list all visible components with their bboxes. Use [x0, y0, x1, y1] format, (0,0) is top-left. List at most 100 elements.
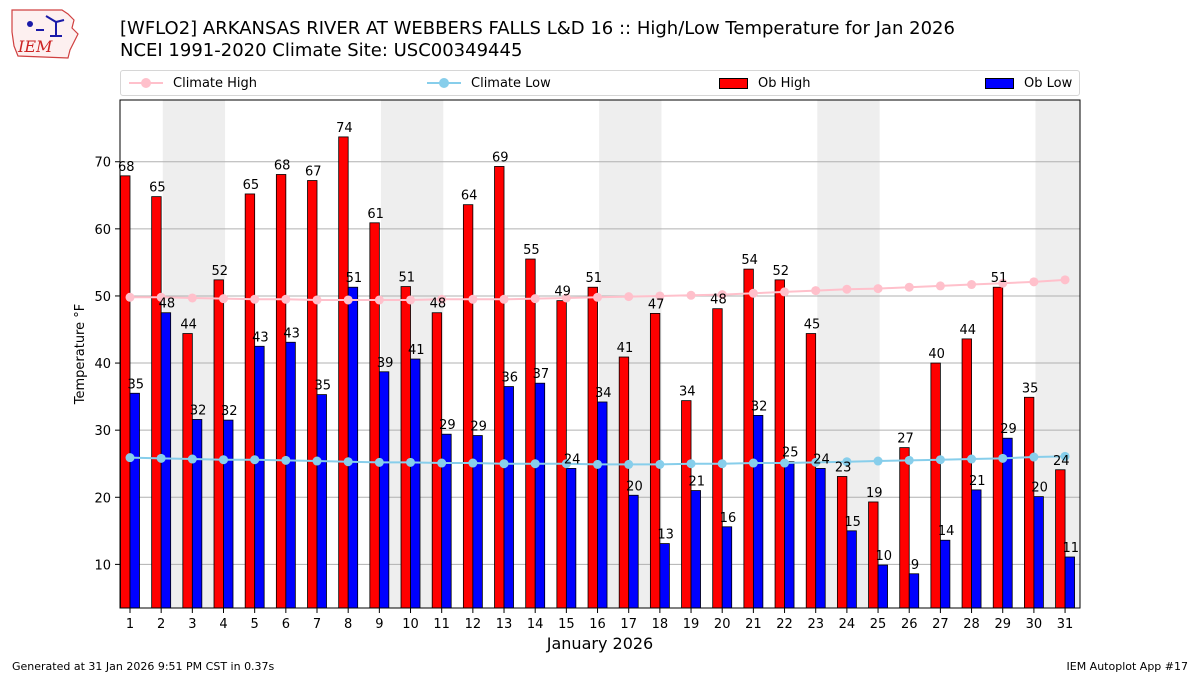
ob-low-value-label: 29 [1000, 422, 1017, 437]
climate-high-point [343, 295, 353, 305]
ob-high-bar [930, 362, 941, 609]
x-tick-label: 3 [188, 617, 196, 632]
climate-high-point [998, 278, 1008, 288]
ob-high-value-label: 51 [586, 271, 603, 286]
x-axis-label: January 2026 [546, 634, 653, 653]
climate-low-point [686, 459, 696, 469]
climate-low-point [780, 458, 790, 468]
climate-high-point [437, 294, 447, 304]
ob-low-swatch-icon [985, 77, 1014, 89]
climate-low-point [187, 454, 197, 464]
ob-high-bar [836, 476, 848, 609]
x-tick-label: 10 [402, 617, 419, 632]
x-tick-label: 26 [901, 617, 918, 632]
ob-high-bar [712, 308, 723, 609]
climate-high-point [967, 280, 977, 290]
ob-low-bar [503, 386, 514, 609]
climate-low-point [406, 457, 416, 467]
ob-high-bar [494, 166, 505, 609]
climate-high-point [406, 295, 416, 305]
climate-low-point [374, 457, 384, 467]
ob-low-bar [628, 494, 639, 609]
x-tick-label: 20 [714, 617, 731, 632]
ob-low-value-label: 34 [595, 386, 612, 401]
ob-low-bar [1033, 496, 1044, 609]
ob-high-value-label: 23 [835, 460, 852, 475]
legend-ob-high: Ob High [719, 71, 811, 95]
climate-high-point [499, 294, 509, 304]
ob-low-value-label: 39 [377, 356, 394, 371]
ob-low-value-label: 36 [502, 371, 519, 386]
climate-high-point [780, 287, 790, 297]
ob-low-bar [908, 573, 920, 609]
x-tick-label: 9 [375, 617, 383, 632]
ob-low-value-label: 13 [657, 528, 674, 543]
ob-low-bar [129, 392, 140, 609]
ob-low-value-label: 48 [159, 297, 176, 312]
ob-low-value-label: 10 [876, 549, 893, 564]
ob-low-bar [815, 468, 826, 609]
title-line-1: [WFLO2] ARKANSAS RIVER AT WEBBERS FALLS … [120, 18, 955, 39]
x-tick-label: 25 [870, 617, 887, 632]
climate-high-point [873, 284, 883, 294]
ob-low-value-label: 32 [751, 399, 768, 414]
ob-high-bar [400, 286, 411, 609]
climate-low-point [748, 458, 758, 468]
climate-high-point [593, 292, 603, 302]
ob-high-value-label: 44 [960, 323, 977, 338]
climate-high-point [312, 295, 322, 305]
climate-high-point [904, 282, 914, 292]
x-tick-label: 15 [558, 617, 575, 632]
ob-low-bar [191, 419, 203, 609]
climate-low-point [593, 459, 603, 469]
ob-low-bar [690, 490, 701, 609]
ob-low-value-label: 21 [969, 474, 986, 489]
ob-high-bar [462, 204, 474, 609]
climate-low-point [1060, 451, 1070, 461]
ob-high-value-label: 64 [461, 189, 478, 204]
ob-high-value-label: 40 [928, 347, 945, 362]
ob-low-value-label: 43 [252, 330, 269, 345]
x-tick-label: 4 [219, 617, 227, 632]
x-tick-label: 8 [344, 617, 352, 632]
ob-high-value-label: 48 [430, 297, 447, 312]
climate-low-point [437, 458, 447, 468]
ob-low-value-label: 24 [564, 452, 581, 467]
climate-low-point [655, 459, 665, 469]
ob-low-value-label: 41 [408, 343, 425, 358]
x-tick-label: 1 [126, 617, 134, 632]
x-tick-label: 13 [496, 617, 513, 632]
x-tick-label: 23 [807, 617, 824, 632]
legend-climate-high: Climate High [129, 71, 257, 95]
ob-high-bar [899, 447, 910, 609]
climate-low-point [312, 456, 322, 466]
climate-high-point [281, 294, 291, 304]
ob-low-bar [784, 461, 795, 609]
legend-climate-low: Climate Low [427, 71, 551, 95]
x-tick-label: 28 [963, 617, 980, 632]
climate-low-line-icon [427, 76, 461, 90]
ob-high-bar [743, 268, 754, 609]
ob-low-bar [254, 345, 265, 609]
x-tick-label: 21 [745, 617, 762, 632]
climate-low-point [873, 456, 883, 466]
x-tick-label: 17 [620, 617, 637, 632]
ob-high-bar [805, 333, 817, 609]
y-tick-label: 20 [94, 491, 111, 506]
climate-low-point [904, 455, 914, 465]
ob-low-value-label: 15 [844, 515, 861, 530]
x-tick-label: 7 [313, 617, 321, 632]
climate-low-point [935, 455, 945, 465]
climate-low-point [250, 455, 260, 465]
logo-text: IEM [17, 37, 53, 56]
ob-high-value-label: 34 [679, 385, 696, 400]
ob-high-bar [681, 400, 692, 609]
climate-low-point [219, 455, 229, 465]
ob-low-value-label: 14 [938, 524, 955, 539]
climate-low-point [717, 459, 727, 469]
legend-label-climate-high: Climate High [173, 75, 258, 91]
climate-high-point [842, 284, 852, 294]
climate-low-point [967, 454, 977, 464]
x-tick-label: 22 [776, 617, 793, 632]
app-footer: IEM Autoplot App #17 [1066, 660, 1189, 673]
